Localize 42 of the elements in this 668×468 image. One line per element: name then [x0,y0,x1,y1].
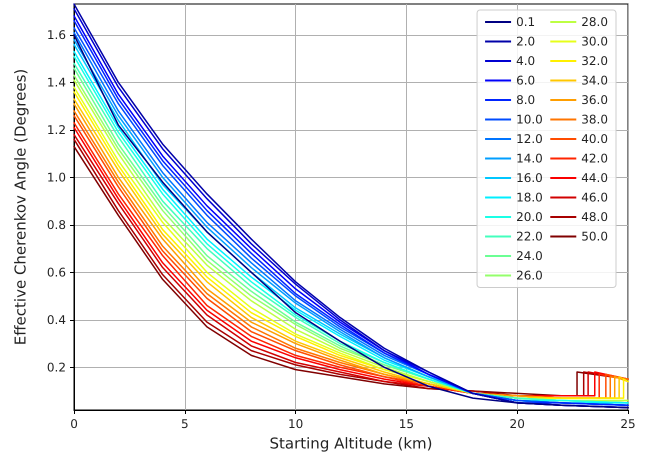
legend-label: 6.0 [516,74,536,88]
y-tick-label: 1.2 [46,122,66,137]
legend-label: 36.0 [581,93,608,107]
legend-label: 2.0 [516,34,536,48]
x-tick-label: 0 [70,417,78,431]
legend-label: 46.0 [581,190,608,204]
legend-label: 24.0 [516,249,543,263]
y-tick-label: 0.8 [46,218,66,232]
y-tick-label: 1.6 [46,28,66,42]
legend-label: 40.0 [581,132,608,146]
legend-label: 48.0 [581,210,608,224]
legend-label: 44.0 [581,171,608,185]
y-tick-label: 0.6 [46,265,66,280]
legend-label: 38.0 [581,112,608,126]
legend-label: 12.0 [516,132,543,146]
legend-label: 10.0 [516,112,543,126]
legend-label: 30.0 [581,34,608,48]
legend-label: 34.0 [581,74,608,88]
legend-label: 18.0 [516,190,543,204]
y-tick-label: 1.4 [46,75,66,90]
legend-label: 50.0 [581,230,608,244]
y-tick-label: 0.2 [46,360,66,374]
y-axis-title: Effective Cherenkov Angle (Degrees) [12,68,30,346]
y-tick-label: 1.0 [46,170,66,184]
x-tick-label: 15 [398,417,414,431]
x-tick-label: 25 [620,417,636,431]
legend-label: 28.0 [581,15,608,29]
legend-label: 22.0 [516,230,543,244]
legend-label: 8.0 [516,93,536,107]
x-tick-label: 20 [510,417,525,431]
legend-label: 14.0 [516,152,543,166]
x-tick-label: 10 [288,417,304,431]
legend-label: 42.0 [581,152,608,166]
legend-label: 4.0 [516,54,536,68]
x-tick-label: 5 [180,417,189,431]
x-axis-title: Starting Altitude (km) [270,434,432,452]
legend-label: 0.1 [516,15,536,29]
legend-label: 32.0 [581,54,608,68]
y-tick-label: 0.4 [46,312,66,327]
legend-label: 16.0 [516,171,543,185]
legend-label: 20.0 [516,210,543,224]
legend-label: 26.0 [516,268,543,282]
